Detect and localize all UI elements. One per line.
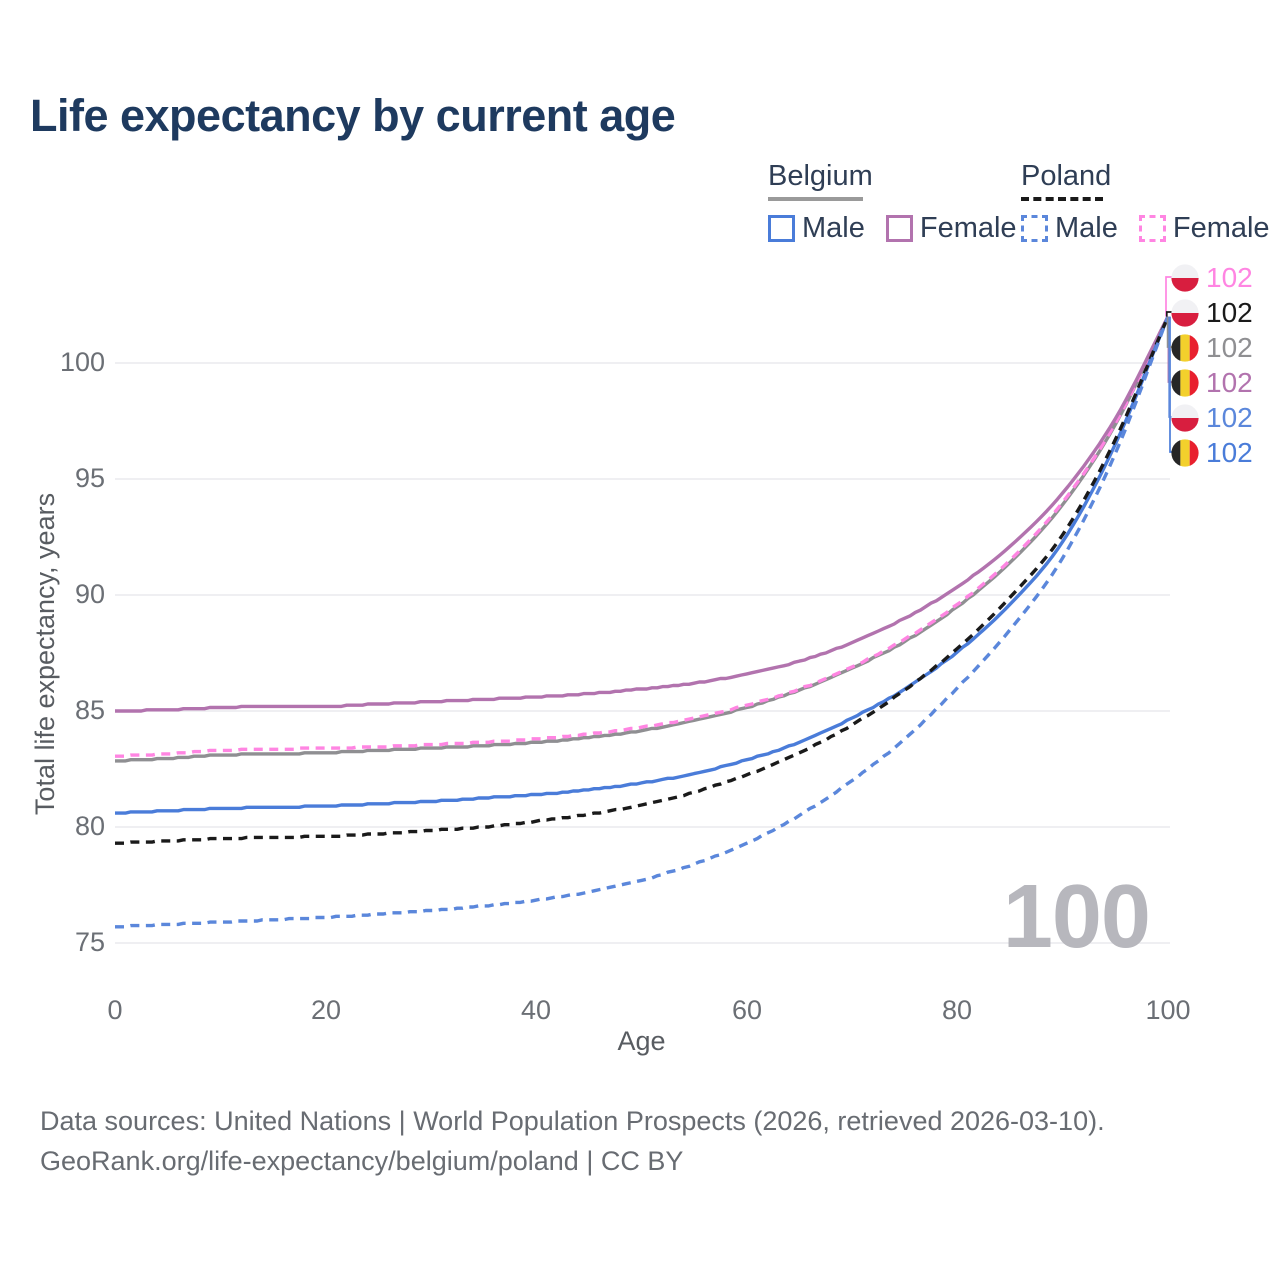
poland-flag-icon <box>1171 298 1199 327</box>
end-value: 102 <box>1206 331 1253 363</box>
legend-header-belgium-label: Belgium <box>768 160 873 192</box>
age-indicator: 100 <box>1002 867 1151 967</box>
attribution-line: GeoRank.org/life-expectancy/belgium/pola… <box>40 1146 684 1176</box>
data-sources-line: Data sources: United Nations | World Pop… <box>40 1106 1105 1136</box>
end-label-belgium-female: 102 <box>1171 365 1253 400</box>
legend-label-poland-female[interactable]: Female <box>1172 212 1270 244</box>
legend-label-poland-male[interactable]: Male <box>1055 212 1118 244</box>
end-value: 102 <box>1206 436 1253 468</box>
legend-group-poland: Poland Male Female <box>1021 160 1280 245</box>
legend-label-belgium-female[interactable]: Female <box>919 212 1017 244</box>
end-label-belgium: 102 <box>1171 330 1253 365</box>
y-tick-90: 90 <box>74 579 105 609</box>
series-line-poland-male <box>115 315 1170 929</box>
poland-flag-icon <box>1171 263 1199 292</box>
series-line-poland <box>115 315 1170 845</box>
y-axis-title: Total life expectancy, years <box>30 492 60 816</box>
legend-swatch-belgium-female[interactable] <box>885 215 913 242</box>
series-line-poland-female <box>115 315 1170 758</box>
legend-group-belgium: Belgium Male Female <box>768 160 1038 245</box>
series-line-belgium-female <box>115 315 1170 713</box>
x-tick-40: 40 <box>520 995 552 1025</box>
end-label-belgium-male: 102 <box>1171 435 1253 470</box>
y-tick-95: 95 <box>74 463 105 493</box>
x-tick-60: 60 <box>731 995 763 1025</box>
legend-header-poland-label: Poland <box>1021 160 1112 192</box>
legend-header-belgium[interactable]: Belgium <box>768 160 1038 201</box>
x-tick-0: 0 <box>107 995 123 1025</box>
belgium-flag-icon <box>1171 368 1199 397</box>
end-label-poland: 102 <box>1171 295 1253 330</box>
legend-header-poland[interactable]: Poland <box>1021 160 1280 201</box>
y-tick-85: 85 <box>74 695 105 725</box>
legend-swatch-poland-female[interactable] <box>1138 215 1166 242</box>
legend-line-sample-poland <box>1021 197 1103 201</box>
y-tick-80: 80 <box>74 811 105 841</box>
end-value: 102 <box>1206 261 1253 293</box>
belgium-flag-icon <box>1171 333 1199 362</box>
end-value: 102 <box>1206 401 1253 433</box>
end-value: 102 <box>1206 296 1253 328</box>
end-label-poland-female: 102 <box>1171 260 1253 295</box>
x-tick-20: 20 <box>310 995 342 1025</box>
legend-line-sample-belgium <box>768 197 863 201</box>
poland-flag-icon <box>1171 403 1199 432</box>
end-label-poland-male: 102 <box>1171 400 1253 435</box>
end-value: 102 <box>1206 366 1253 398</box>
belgium-flag-icon <box>1171 438 1199 467</box>
legend-swatch-belgium-male[interactable] <box>768 215 795 242</box>
y-tick-100: 100 <box>59 347 105 377</box>
x-axis-title: Age <box>617 1026 666 1056</box>
series-line-belgium <box>115 315 1170 763</box>
x-tick-100: 100 <box>1145 995 1191 1025</box>
legend-label-belgium-male[interactable]: Male <box>802 212 865 244</box>
y-tick-75: 75 <box>74 927 105 957</box>
series-line-belgium-male <box>115 315 1170 815</box>
page-title: Life expectancy by current age <box>30 90 676 141</box>
x-tick-80: 80 <box>941 995 973 1025</box>
legend-swatch-poland-male[interactable] <box>1021 215 1048 242</box>
